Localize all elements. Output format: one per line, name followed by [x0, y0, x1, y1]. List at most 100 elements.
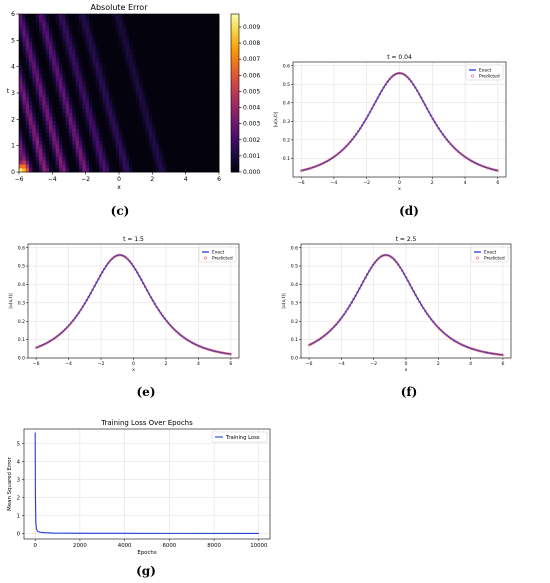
- y-tick-label: 3: [11, 90, 15, 97]
- heatmap-chart: Absolute Error−6 −4 −2 0 2 4 60123456xt0.0000.…: [7, 3, 261, 191]
- heatmap-cell: [115, 25, 120, 31]
- heatmap-cell: [135, 17, 140, 23]
- heatmap-cell: [59, 136, 63, 141]
- heatmap-cell: [75, 160, 80, 165]
- heatmap-cell: [149, 120, 153, 125]
- heatmap-cell: [215, 116, 220, 122]
- heatmap-cell: [212, 61, 217, 66]
- heatmap-cell: [135, 93, 140, 98]
- heatmap-cell: [212, 69, 217, 74]
- heatmap-cell: [172, 77, 177, 82]
- heatmap-cell: [139, 164, 143, 169]
- heatmap-cell: [92, 168, 97, 173]
- heatmap-cell: [115, 100, 120, 106]
- heatmap-cell: [199, 57, 203, 62]
- heatmap-cell: [209, 25, 213, 31]
- predicted-point: [77, 311, 81, 314]
- heatmap-cell: [82, 37, 87, 43]
- heatmap-cell: [142, 148, 147, 153]
- predicted-point: [421, 99, 425, 103]
- heatmap-cell: [165, 41, 170, 46]
- heatmap-cell: [45, 57, 50, 62]
- heatmap-cell: [145, 57, 150, 62]
- heatmap-cell: [119, 96, 123, 102]
- predicted-point: [352, 135, 356, 139]
- heatmap-cell: [115, 61, 120, 66]
- heatmap-cell: [215, 65, 220, 70]
- heatmap-cell: [19, 128, 23, 133]
- predicted-point: [67, 323, 71, 327]
- heatmap-cell: [215, 25, 220, 31]
- heatmap-cell: [165, 152, 170, 157]
- heatmap-cell: [25, 164, 30, 169]
- heatmap-cell: [85, 85, 90, 90]
- heatmap-cell: [132, 164, 137, 169]
- heatmap-cell: [209, 140, 213, 145]
- heatmap-cell: [192, 104, 197, 110]
- heatmap-cell: [45, 53, 50, 58]
- heatmap-cell: [45, 25, 50, 31]
- heatmap-cell: [102, 77, 107, 82]
- heatmap-cell: [199, 25, 203, 31]
- heatmap-cell: [172, 81, 177, 86]
- heatmap-cell: [22, 65, 27, 70]
- heatmap-cell: [35, 124, 40, 129]
- heatmap-cell: [162, 57, 167, 62]
- predicted-point: [143, 285, 147, 289]
- heatmap-cell: [45, 17, 50, 23]
- heatmap-cell: [182, 41, 187, 46]
- heatmap-cell: [22, 148, 27, 153]
- heatmap-cell: [52, 116, 57, 122]
- heatmap-cell: [95, 136, 100, 141]
- heatmap-cell: [102, 160, 107, 165]
- heatmap-cell: [119, 53, 123, 58]
- heatmap-cell: [109, 152, 113, 157]
- heatmap-cell: [195, 81, 200, 86]
- heatmap-cell: [209, 49, 213, 54]
- colorbar-segment: [231, 121, 239, 125]
- legend-exact-label: Exact: [479, 68, 491, 74]
- heatmap-cell: [89, 96, 93, 102]
- heatmap-cell: [55, 89, 60, 94]
- heatmap-cell: [212, 128, 217, 133]
- heatmap-cell: [135, 100, 140, 106]
- heatmap-cell: [109, 100, 113, 106]
- heatmap-cell: [179, 164, 183, 169]
- y-tick-label: 0.3: [291, 300, 298, 306]
- heatmap-cell: [215, 53, 220, 58]
- predicted-point: [104, 264, 108, 268]
- heatmap-cell: [25, 57, 30, 62]
- heatmap-cell: [109, 61, 113, 66]
- heatmap-cell: [202, 128, 207, 133]
- heatmap-cell: [172, 33, 177, 39]
- heatmap-cell: [122, 156, 127, 161]
- predicted-point: [101, 270, 104, 274]
- heatmap-cell: [109, 156, 113, 161]
- heatmap-cell: [45, 77, 50, 82]
- heatmap-cell: [162, 14, 167, 19]
- heatmap-cell: [32, 85, 37, 90]
- heatmap-cell: [182, 160, 187, 165]
- heatmap-cell: [185, 89, 190, 94]
- heatmap-cell: [182, 53, 187, 58]
- heatmap-cell: [149, 124, 153, 129]
- heatmap-cell: [212, 33, 217, 39]
- heatmap-cell: [189, 136, 193, 141]
- predicted-point: [375, 258, 379, 262]
- predicted-point: [108, 259, 112, 263]
- legend-box: [470, 246, 509, 263]
- heatmap-cell: [202, 33, 207, 39]
- heatmap-cell: [102, 53, 107, 58]
- heatmap-cell: [79, 96, 83, 102]
- heatmap-cell: [152, 21, 157, 27]
- heatmap-cell: [215, 21, 220, 27]
- heatmap-cell: [32, 96, 37, 102]
- heatmap-cell: [35, 57, 40, 62]
- heatmap-cell: [189, 33, 193, 39]
- heatmap-cell: [202, 21, 207, 27]
- heatmap-cell: [115, 128, 120, 133]
- heatmap-cell: [195, 57, 200, 62]
- heatmap-cell: [35, 108, 40, 114]
- heatmap-cell: [72, 104, 77, 110]
- heatmap-cell: [62, 89, 67, 94]
